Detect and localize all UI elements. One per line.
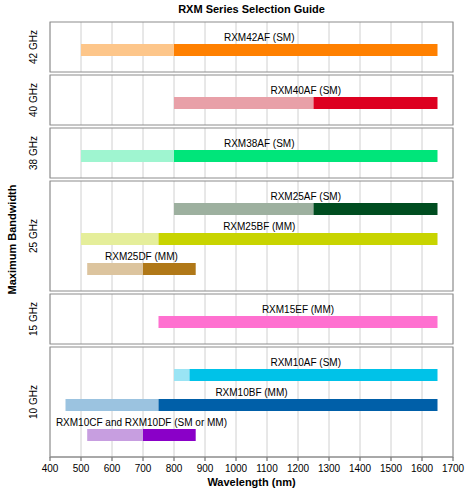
tick-mark — [236, 457, 237, 461]
tick-label: 1100 — [256, 463, 278, 474]
group-label: 38 GHz — [28, 136, 39, 170]
bar-segment — [174, 150, 438, 162]
bar-label: RXM42AF (SM) — [224, 32, 295, 43]
tick-mark — [112, 457, 113, 461]
y-axis-label: Maximum Bandwidth — [6, 184, 18, 294]
grid-line — [112, 75, 113, 125]
bar-label: RXM15EF (MM) — [262, 304, 334, 315]
bar-segment — [159, 233, 438, 245]
panel-frame — [50, 347, 453, 457]
grid-line — [81, 75, 82, 125]
group-label: 10 GHz — [28, 385, 39, 419]
bars — [81, 44, 438, 56]
tick-label: 600 — [104, 463, 121, 474]
bar-segment — [87, 429, 143, 441]
panel-bg — [50, 128, 453, 178]
bars — [174, 97, 438, 109]
tick-mark — [360, 457, 361, 461]
group-label: 40 GHz — [28, 83, 39, 117]
tick-mark — [205, 457, 206, 461]
tick-label: 1300 — [318, 463, 341, 474]
tick-label: 1700 — [442, 463, 465, 474]
tick-mark — [329, 457, 330, 461]
bar-segment — [66, 399, 159, 411]
bar-segment — [87, 263, 143, 275]
panel-bg — [50, 22, 453, 72]
bars — [81, 150, 438, 162]
panel-bg — [50, 181, 453, 291]
bar-label: RXM10AF (SM) — [270, 357, 341, 368]
group-label: 25 GHz — [28, 219, 39, 253]
grid-line — [143, 75, 144, 125]
grid-line — [143, 294, 144, 344]
bar-label: RXM38AF (SM) — [224, 138, 295, 149]
bar-segment — [314, 97, 438, 109]
panel-bg — [50, 75, 453, 125]
tick-label: 800 — [166, 463, 183, 474]
bar-segment — [174, 44, 438, 56]
bar-segment — [81, 150, 174, 162]
bars — [81, 203, 438, 275]
tick-mark — [422, 457, 423, 461]
tick-mark — [453, 457, 454, 461]
x-axis-line — [50, 457, 453, 458]
bar-label: RXM40AF (SM) — [270, 85, 341, 96]
bar-segment — [190, 369, 438, 381]
tick-label: 1000 — [225, 463, 248, 474]
bar-segment — [143, 429, 196, 441]
title: RXM Series Selection Guide — [178, 3, 325, 15]
bar-label: RXM10BF (MM) — [215, 387, 287, 398]
bar-segment — [159, 316, 438, 328]
panel-frame — [50, 294, 453, 344]
tick-label: 900 — [197, 463, 214, 474]
group-label: 42 GHz — [28, 30, 39, 64]
tick-mark — [81, 457, 82, 461]
panel-bg — [50, 347, 453, 457]
bar-label: RXM25AF (SM) — [270, 191, 341, 202]
panel-frame — [50, 22, 453, 72]
tick-label: 1200 — [287, 463, 310, 474]
panel-bg — [50, 294, 453, 344]
tick-mark — [391, 457, 392, 461]
bar-segment — [174, 97, 314, 109]
bar-segment — [159, 399, 438, 411]
tick-mark — [50, 457, 51, 461]
bar-segment — [174, 203, 314, 215]
tick-label: 1400 — [349, 463, 372, 474]
panel-frame — [50, 75, 453, 125]
tick-label: 1600 — [411, 463, 434, 474]
grid-line — [81, 294, 82, 344]
bar-segment — [143, 263, 196, 275]
bars — [159, 316, 438, 328]
tick-mark — [298, 457, 299, 461]
tick-label: 500 — [73, 463, 90, 474]
bar-label: RXM25BF (MM) — [223, 221, 295, 232]
bar-segment — [174, 369, 190, 381]
bar-segment — [81, 233, 159, 245]
tick-label: 1500 — [380, 463, 403, 474]
x-axis-label: Wavelength (nm) — [207, 476, 296, 488]
bars — [66, 369, 438, 441]
tick-mark — [174, 457, 175, 461]
tick-mark — [267, 457, 268, 461]
tick-mark — [143, 457, 144, 461]
panel-frame — [50, 181, 453, 291]
tick-label: 400 — [42, 463, 59, 474]
chart: RXM Series Selection Guide 42 GHz RXM42AF … — [0, 0, 470, 490]
grid-line — [112, 294, 113, 344]
group-label: 15 GHz — [28, 302, 39, 336]
tick-label: 700 — [135, 463, 152, 474]
bar-label: RXM10CF and RXM10DF (SM or MM) — [56, 417, 227, 428]
bar-segment — [81, 44, 174, 56]
bar-label: RXM25DF (MM) — [105, 251, 178, 262]
bar-segment — [314, 203, 438, 215]
panel-frame — [50, 128, 453, 178]
